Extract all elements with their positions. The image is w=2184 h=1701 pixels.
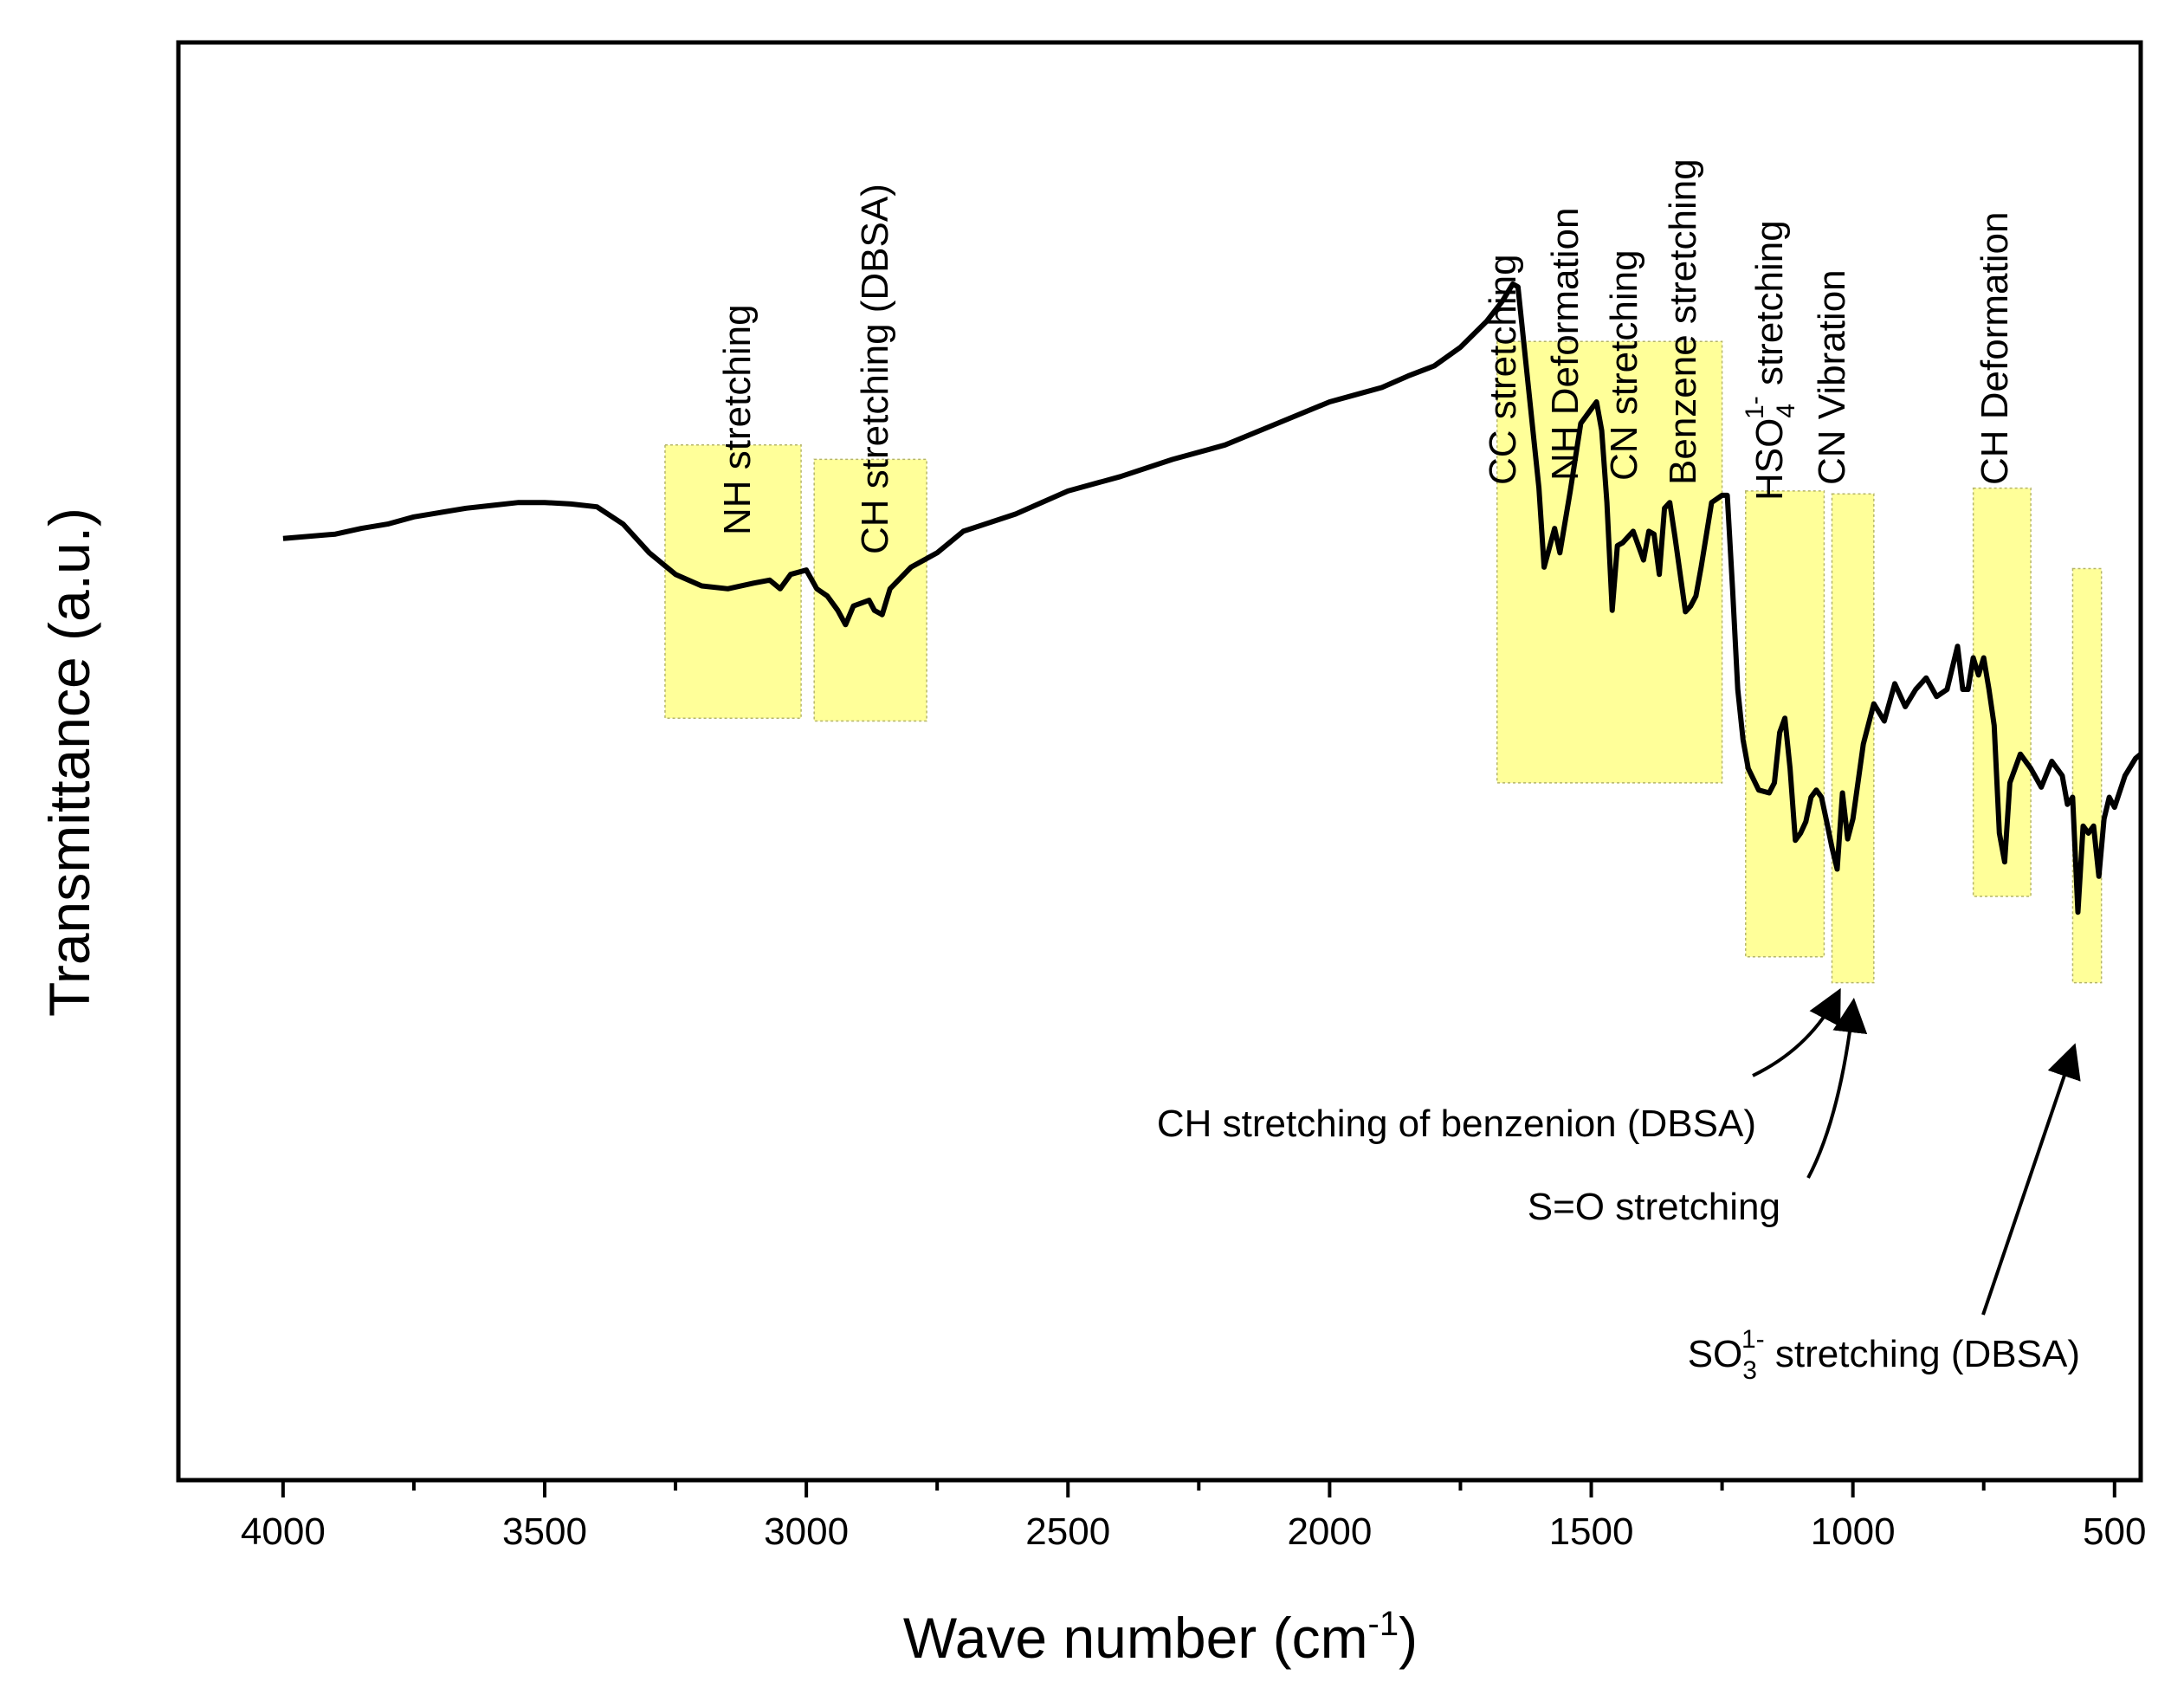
annot-cn-vibration: CN Vibration: [1811, 269, 1853, 485]
x-axis-tick-labels: 4000 3500 3000 2500 2000 1500 1000 500: [241, 1510, 2147, 1553]
x-axis-title: Wave number (cm-1): [903, 1605, 1418, 1670]
highlight-band-4: [1831, 493, 1875, 984]
annot-nh-stretching: NH stretching: [716, 304, 759, 535]
highlight-band-6: [2071, 567, 2103, 984]
highlight-band-5: [1972, 487, 2032, 897]
x-tick-label: 500: [2083, 1510, 2146, 1553]
annot-ch-deformation: CH Deformation: [1974, 212, 2016, 485]
annot-cc-stretching: CC stretching: [1482, 254, 1524, 485]
annot-ch-benzenion: CH stretching of benzenion (DBSA): [1157, 1103, 1756, 1145]
x-tick-label: 4000: [241, 1510, 326, 1553]
x-tick-label: 1000: [1811, 1510, 1896, 1553]
annot-cn-stretching: CN stretching: [1603, 249, 1645, 481]
x-tick-label: 3500: [502, 1510, 587, 1553]
x-tick-label: 2000: [1287, 1510, 1372, 1553]
arrow-s-o: [1806, 998, 1868, 1179]
annot-hso4-stretching: HSO41- stretching: [1741, 220, 1800, 501]
annot-ch-stretching-dbsa: CH stretching (DBSA): [854, 184, 896, 554]
highlight-band-1: [813, 458, 927, 722]
x-tick-label: 1500: [1549, 1510, 1634, 1553]
plot-frame: [176, 40, 2143, 1483]
arrow-so3: [1981, 1043, 2081, 1316]
y-axis-title: Transmittance (a.u.): [37, 508, 101, 1017]
x-tick-label: 2500: [1025, 1510, 1110, 1553]
annot-benzene-stretching: Benzene stretching: [1662, 158, 1704, 485]
x-tick-label: 3000: [764, 1510, 849, 1553]
x-axis-ticks: [281, 1480, 2116, 1497]
arrow-ch-benzenion: [1752, 987, 1841, 1077]
annot-s-o-stretching: S=O stretching: [1528, 1186, 1780, 1228]
annot-so3-stretching: SO31- stretching (DBSA): [1688, 1325, 2080, 1385]
annot-nh-deformation: NH Deformation: [1544, 208, 1586, 481]
spectrum-line: [282, 281, 2142, 915]
